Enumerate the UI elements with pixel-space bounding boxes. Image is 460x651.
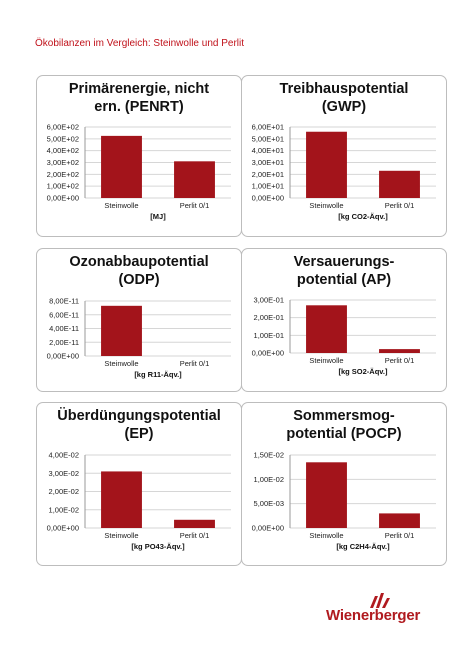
y-tick-label: 3,00E+01 [252,158,284,167]
x-tick-label: Steinwolle [104,531,138,540]
x-tick-label: Perlit 0/1 [180,201,210,210]
y-tick-label: 0,00E+00 [47,352,79,361]
x-axis-label: [kg SO2-Äqv.] [338,367,388,376]
y-tick-label: 4,00E-11 [49,324,79,333]
y-tick-label: 5,00E+01 [252,134,284,143]
x-axis-label: [kg C2H4-Äqv.] [336,542,390,551]
chart-pocp: 0,00E+00 5,00E-03 1,00E-02 1,50E-02 Steinwol… [252,451,436,551]
x-tick-label: Perlit 0/1 [385,531,415,540]
chart-title: Ozonabbaupotential (ODP) [69,254,209,288]
y-tick-label: 6,00E+01 [252,123,284,132]
page-title: Ökobilanzen im Vergleich: Steinwolle und… [35,38,244,49]
x-axis-label: [kg R11-Äqv.] [134,370,182,379]
bar [379,349,420,353]
chart-card-ap: Versauerungs- potential (AP) 0,00E+00 1,0… [241,248,447,392]
x-tick-label: Perlit 0/1 [180,531,210,540]
chart-odp: 0,00E+00 2,00E-11 4,00E-11 6,00E-11 8,00E-11… [47,297,231,379]
y-tick-label: 4,00E+01 [252,146,284,155]
bar [306,131,347,198]
brand-name: Wienerberger [326,607,421,624]
bar [306,305,347,353]
y-tick-label: 5,00E-03 [254,499,284,508]
y-tick-label: 2,00E-11 [49,338,79,347]
wienerberger-logo: Wienerberger [326,593,436,627]
y-tick-label: 2,00E+01 [252,170,284,179]
x-tick-label: Perlit 0/1 [385,356,415,365]
y-tick-label: 3,00E-01 [254,296,284,305]
y-tick-label: 1,00E-02 [49,505,79,514]
y-tick-label: 1,00E+01 [252,182,284,191]
y-tick-label: 4,00E-02 [49,451,79,460]
y-tick-label: 1,00E+02 [47,182,79,191]
chart-gwp: 0,00E+00 1,00E+01 2,00E+01 3,00E+01 4,00E+01… [252,123,436,221]
bar [101,135,142,198]
x-tick-label: Steinwolle [104,359,138,368]
bar [101,305,142,356]
bar [174,161,215,198]
y-tick-label: 2,00E-02 [49,487,79,496]
y-tick-label: 0,00E+00 [47,194,79,203]
chart-title: Versauerungs- potential (AP) [293,254,395,288]
x-tick-label: Steinwolle [104,201,138,210]
chart-card-penrt: Primärenergie, nicht ern. (PENRT) 0,00E+… [36,75,242,237]
x-tick-label: Steinwolle [309,531,343,540]
y-tick-label: 0,00E+00 [252,349,284,358]
y-tick-label: 2,00E-01 [254,313,284,322]
brick-stack-icon [370,593,390,608]
chart-ap: 0,00E+00 1,00E-01 2,00E-01 3,00E-01 Steinwol… [252,296,436,376]
chart-title: Primärenergie, nicht ern. (PENRT) [68,81,210,115]
x-axis-label: [MJ] [150,212,166,221]
y-tick-label: 0,00E+00 [252,194,284,203]
x-tick-label: Steinwolle [309,356,343,365]
y-tick-label: 3,00E+02 [47,158,79,167]
y-tick-label: 0,00E+00 [47,524,79,533]
x-tick-label: Perlit 0/1 [385,201,415,210]
y-tick-label: 6,00E-11 [49,310,79,319]
bar [306,462,347,528]
x-axis-label: [kg PO43-Äqv.] [131,542,185,551]
y-tick-label: 1,50E-02 [254,451,284,460]
chart-title: Überdüngungspotential (EP) [57,408,221,442]
y-tick-label: 8,00E-11 [49,297,79,306]
y-tick-label: 1,00E-02 [254,475,284,484]
chart-card-gwp: Treibhauspotential (GWP) 0,00E+00 1,00E+0… [241,75,447,237]
chart-card-pocp: Sommersmog- potential (POCP) 0,00E+00 5,0… [241,402,447,566]
y-tick-label: 3,00E-02 [49,469,79,478]
chart-ep: 0,00E+00 1,00E-02 2,00E-02 3,00E-02 4,00E-02… [47,451,231,551]
bar [379,170,420,198]
y-tick-label: 0,00E+00 [252,524,284,533]
x-tick-label: Steinwolle [309,201,343,210]
chart-card-odp: Ozonabbaupotential (ODP) 0,00E+00 2,00E-1… [36,248,242,392]
chart-title: Treibhauspotential (GWP) [279,81,409,115]
bar [174,519,215,528]
y-tick-label: 4,00E+02 [47,146,79,155]
x-tick-label: Perlit 0/1 [180,359,210,368]
bar [101,471,142,528]
x-axis-label: [kg CO2-Äqv.] [338,212,388,221]
y-tick-label: 1,00E-01 [254,331,284,340]
y-tick-label: 5,00E+02 [47,134,79,143]
chart-penrt: 0,00E+00 1,00E+02 2,00E+02 3,00E+02 4,00E+02… [47,123,231,221]
chart-card-ep: Überdüngungspotential (EP) 0,00E+00 1,00E… [36,402,242,566]
chart-title: Sommersmog- potential (POCP) [286,408,402,442]
y-tick-label: 2,00E+02 [47,170,79,179]
bar [379,513,420,528]
y-tick-label: 6,00E+02 [47,123,79,132]
